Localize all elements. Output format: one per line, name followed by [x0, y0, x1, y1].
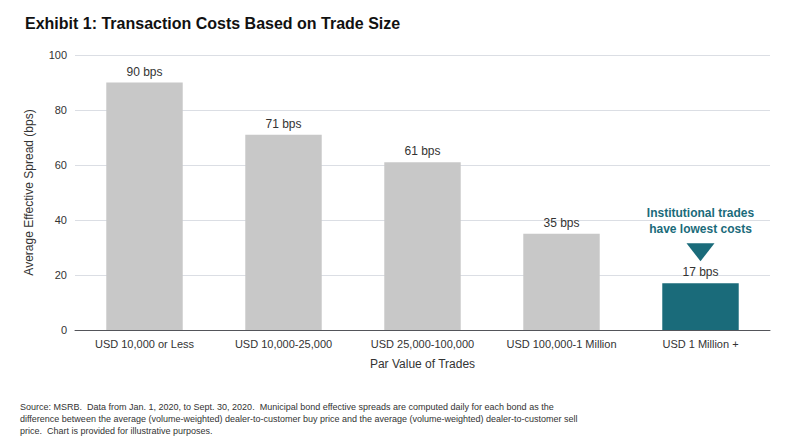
svg-text:USD 100,000-1 Million: USD 100,000-1 Million — [506, 338, 616, 350]
svg-text:USD 10,000-25,000: USD 10,000-25,000 — [235, 338, 332, 350]
svg-text:Institutional trades: Institutional trades — [647, 206, 755, 220]
svg-text:USD 25,000-100,000: USD 25,000-100,000 — [371, 338, 474, 350]
svg-text:80: 80 — [55, 104, 67, 116]
svg-text:61 bps: 61 bps — [404, 144, 440, 158]
svg-text:Source: MSRB. Data from Jan.: Source: MSRB. Data from Jan. 1, 2020, to… — [20, 402, 554, 412]
svg-text:USD 1 Million +: USD 1 Million + — [662, 338, 738, 350]
svg-text:100: 100 — [49, 49, 67, 61]
svg-text:Exhibit 1: Transaction Costs B: Exhibit 1: Transaction Costs Based on Tr… — [25, 15, 400, 32]
svg-text:60: 60 — [55, 159, 67, 171]
svg-text:20: 20 — [55, 269, 67, 281]
svg-text:USD 10,000 or Less: USD 10,000 or Less — [95, 338, 195, 350]
svg-text:Par Value of Trades: Par Value of Trades — [370, 357, 475, 371]
svg-text:40: 40 — [55, 214, 67, 226]
svg-text:Average Effective Spread (bps): Average Effective Spread (bps) — [22, 109, 36, 275]
svg-text:0: 0 — [61, 324, 67, 336]
svg-text:have lowest costs: have lowest costs — [649, 222, 752, 236]
svg-text:difference between the average: difference between the average (volume-w… — [20, 414, 578, 424]
svg-text:35 bps: 35 bps — [543, 216, 579, 230]
svg-text:17 bps: 17 bps — [682, 265, 718, 279]
svg-text:71 bps: 71 bps — [265, 117, 301, 131]
svg-text:90 bps: 90 bps — [126, 65, 162, 79]
svg-text:price. Chart is provided for: price. Chart is provided for illustrativ… — [20, 426, 213, 436]
